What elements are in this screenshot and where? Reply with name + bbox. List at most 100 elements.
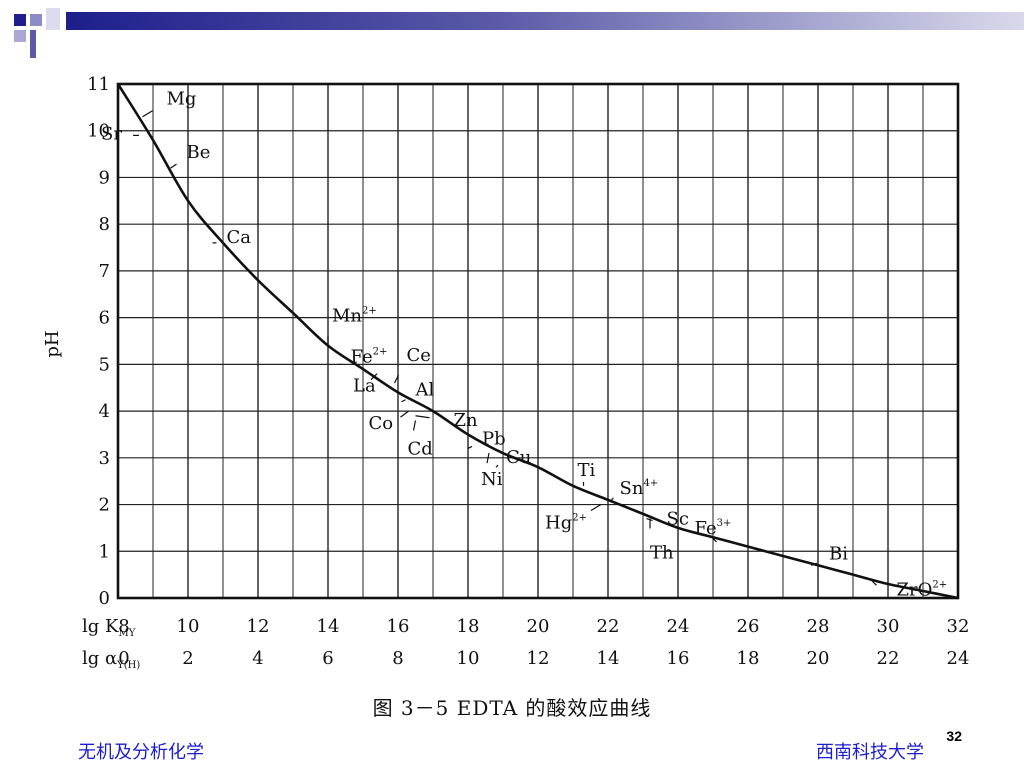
x-tick-label-lgalpha: 12 — [527, 648, 550, 669]
annotation-label: Sc — [667, 509, 689, 530]
x-tick-label-lgk: 12 — [247, 616, 270, 637]
annotation-label: Zn — [454, 410, 479, 431]
annotation-label: Mg — [167, 89, 197, 110]
x-tick-label-lgk: 22 — [597, 616, 620, 637]
annotation-label: Pb — [482, 428, 506, 449]
annotation-label: Th — [650, 543, 674, 564]
annotation-label: Co — [369, 413, 394, 434]
annotation-leader — [370, 373, 378, 381]
x-tick-label-lgk: 16 — [387, 616, 410, 637]
annotation-leader — [142, 110, 153, 118]
annotation-label: ZrO2+ — [897, 579, 948, 600]
x-axis-label-lgalpha: lg αY(H) — [82, 648, 140, 671]
header-square-pale — [46, 8, 60, 30]
y-tick-label: 11 — [87, 74, 110, 95]
x-tick-label-lgalpha: 0 — [118, 648, 129, 669]
x-tick-label-lgk: 24 — [667, 616, 690, 637]
y-tick-label: 3 — [99, 448, 110, 469]
header-square-mid — [30, 14, 42, 26]
x-tick-label-lgk: 8 — [118, 616, 129, 637]
annotation-label: Hg2+ — [545, 513, 587, 534]
annotation-label: Ce — [407, 345, 431, 366]
x-tick-label-lgk: 30 — [877, 616, 900, 637]
page-number: 32 — [946, 728, 962, 744]
footer-course-name: 无机及分析化学 — [78, 742, 204, 763]
y-tick-labels: 0 1 2 3 4 5 6 7 8 9 10 11 — [87, 74, 110, 609]
annotation-label: Sn4+ — [620, 478, 659, 499]
header-square-light — [14, 30, 26, 42]
y-tick-label: 1 — [99, 541, 110, 562]
annotation-label: La — [353, 376, 376, 397]
annotation-leader — [486, 453, 490, 464]
slide-header — [0, 0, 1024, 60]
x-axis-label-lgk: lg KMY — [82, 616, 136, 639]
x-tick-label-lgk: 28 — [807, 616, 830, 637]
annotation-leader — [467, 445, 473, 450]
x-tick-label-lgalpha: 22 — [877, 648, 900, 669]
annotation-leader — [415, 415, 430, 419]
annotation-leader — [170, 163, 177, 169]
x-tick-label-lgalpha: 14 — [597, 648, 620, 669]
x-tick-label-lgalpha: 16 — [667, 648, 690, 669]
y-axis-label: pH — [42, 330, 63, 357]
x-tick-label-lgalpha: 4 — [252, 648, 263, 669]
annotation-leader — [712, 537, 717, 543]
annotation-leader — [870, 578, 877, 586]
annotation-leader — [495, 464, 499, 468]
acid-effect-curve — [116, 83, 959, 600]
x-tick-label-lgalpha: 24 — [947, 648, 970, 669]
x-tick-label-lgk: 26 — [737, 616, 760, 637]
annotation-label: Cu — [506, 447, 531, 468]
annotation-label: Mn2+ — [332, 306, 377, 327]
annotation-leader — [401, 399, 406, 403]
x-tick-label-lgalpha: 2 — [182, 648, 193, 669]
footer-university-name: 西南科技大学 — [816, 742, 924, 763]
annotation-label: Cd — [408, 438, 433, 459]
y-tick-label: 7 — [99, 261, 110, 282]
x-tick-label-lgalpha: 6 — [322, 648, 333, 669]
y-tick-label: 0 — [99, 588, 110, 609]
x-tick-label-lgk: 14 — [317, 616, 340, 637]
annotation-leader — [810, 562, 818, 566]
annotation-label: Sr — [101, 123, 122, 144]
annotation-leader — [590, 504, 602, 512]
x-tick-label-lgalpha: 8 — [392, 648, 403, 669]
annotation-label: Ca — [227, 227, 252, 248]
annotation-label: Fe3+ — [695, 518, 732, 539]
y-tick-label: 2 — [99, 495, 110, 516]
x-tick-labels-lgalpha: 0 2 4 6 8 10 12 14 16 18 20 22 24 — [118, 648, 969, 669]
y-tick-label: 4 — [99, 401, 110, 422]
header-bar-small — [30, 30, 36, 58]
chart-caption: 图 3－5 EDTA 的酸效应曲线 — [372, 696, 652, 720]
annotation-label: Fe2+ — [351, 346, 388, 367]
annotation-label: Ti — [578, 460, 596, 481]
annotation-leader — [412, 420, 417, 431]
y-tick-label: 9 — [99, 167, 110, 188]
x-tick-label-lgalpha: 18 — [737, 648, 760, 669]
annotation-label: Al — [415, 380, 435, 401]
annotation-leader — [611, 497, 614, 501]
chart-frame — [116, 82, 960, 600]
x-tick-labels-lgk: 8 10 12 14 16 18 20 22 24 26 28 30 32 — [118, 616, 969, 637]
header-square-dark — [14, 14, 26, 26]
x-tick-label-lgk: 18 — [457, 616, 480, 637]
annotation-label: Ni — [481, 469, 503, 490]
header-gradient-bar — [66, 12, 1024, 30]
y-tick-label: 8 — [99, 214, 110, 235]
plot-border — [116, 82, 960, 600]
annotation-label: Bi — [829, 543, 848, 564]
annotation-leader — [400, 410, 409, 418]
x-tick-label-lgalpha: 10 — [457, 648, 480, 669]
annotation-leader — [393, 374, 400, 384]
x-tick-label-lgalpha: 20 — [807, 648, 830, 669]
x-tick-label-lgk: 32 — [947, 616, 970, 637]
annotation-label: Be — [187, 142, 211, 163]
y-tick-label: 6 — [99, 308, 110, 329]
x-tick-label-lgk: 10 — [177, 616, 200, 637]
chart-grid — [117, 83, 959, 599]
y-tick-label: 5 — [99, 354, 110, 375]
y-tick-label: 10 — [87, 121, 110, 142]
x-tick-label-lgk: 20 — [527, 616, 550, 637]
